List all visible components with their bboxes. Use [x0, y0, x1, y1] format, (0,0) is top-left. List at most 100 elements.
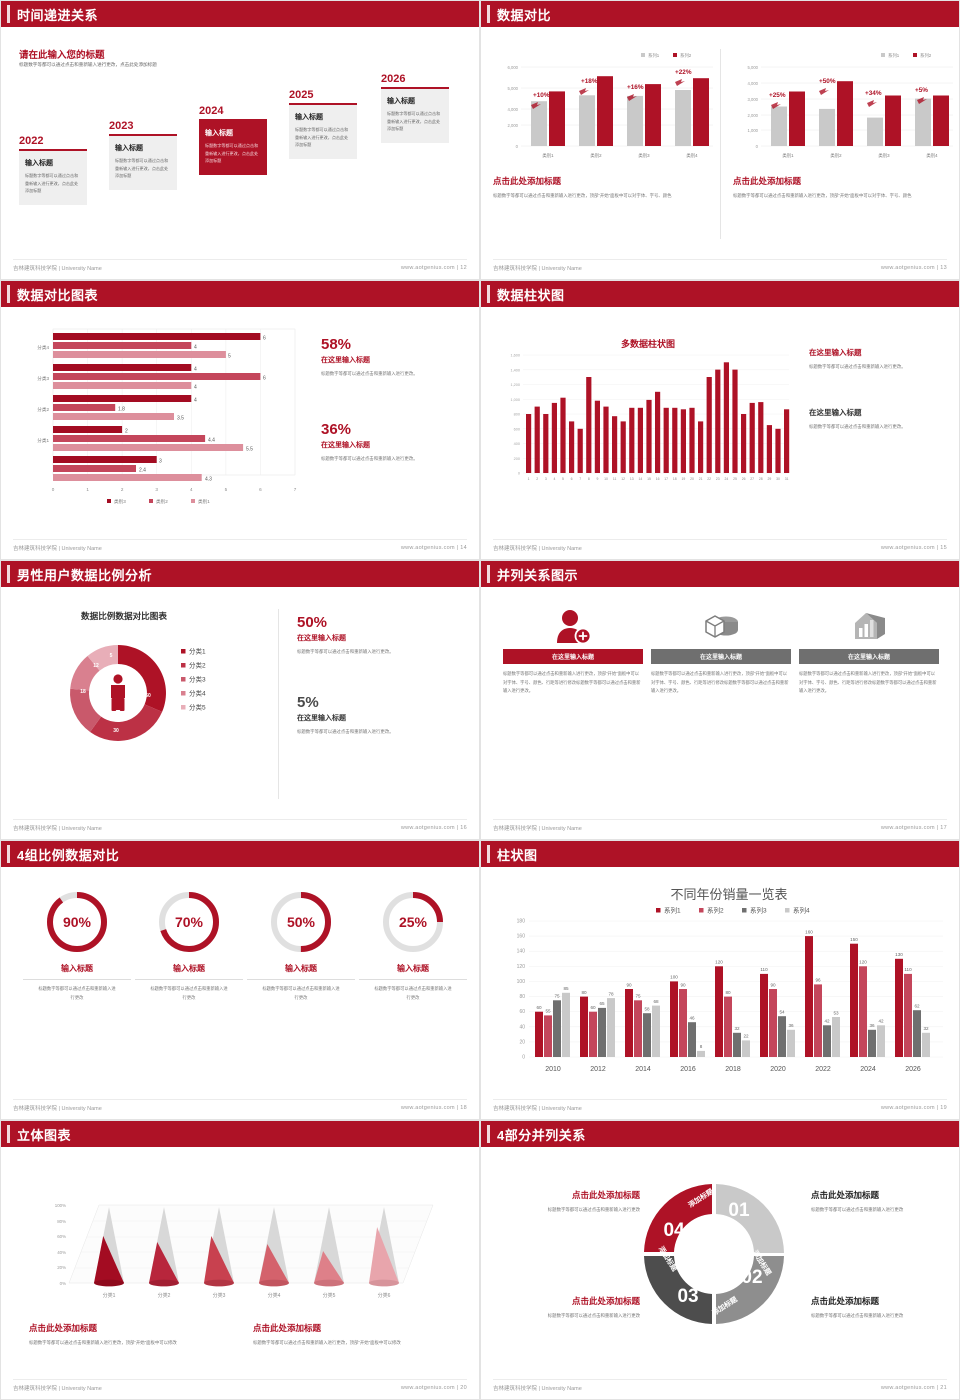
stat-body: 标题数字等都可以通过点击和重新输入进行更改。 — [297, 729, 394, 734]
footer-page: www.aotgenius.com | 19 — [880, 1105, 947, 1111]
slide-cone-3d[interactable]: 立体图表 100% 80% 60% 40% 20% 0% — [0, 1120, 480, 1400]
gauge-group-4[interactable]: 25% 输入标题 标题数字等都可以通过点击和重新输入进行更改 — [359, 887, 467, 1002]
slide-parallel-3[interactable]: 并列关系图示 在这里输入标题 标题数字等都可以通过点击和重新输入进行更改，顶部“… — [480, 560, 960, 840]
gauge-label: 输入标题 — [247, 963, 355, 980]
svg-text:21: 21 — [699, 477, 703, 481]
svg-text:4: 4 — [194, 385, 197, 391]
timeline-year: 2025 — [289, 89, 314, 101]
stat-pct: 58% — [321, 336, 352, 353]
timeline-card[interactable]: 输入标题 标题数字等都可以通过点击和重新输入进行更改，点击此处添加标题 — [19, 149, 87, 205]
timeline-card-body: 标题数字等都可以通过点击和重新输入进行更改，点击此处添加标题 — [115, 158, 169, 179]
footer-page: www.aotgenius.com | 15 — [880, 545, 947, 551]
svg-text:28: 28 — [759, 477, 763, 481]
svg-text:800: 800 — [514, 413, 520, 417]
svg-text:04: 04 — [663, 1220, 685, 1241]
parallel-bar-label[interactable]: 在这里输入标题 — [799, 649, 939, 664]
slide-data-compare[interactable]: 数据对比 系列1 系列2 6,000 5 — [480, 0, 960, 280]
ring-sector-01 — [716, 1184, 784, 1253]
ring-text-heading: 点击此处添加标题 — [811, 1296, 880, 1306]
timeline-card-body: 标题数字等都可以通过点击和重新输入进行更改，点击此处添加标题 — [205, 143, 259, 164]
slide-header: 时间递进关系 — [1, 1, 479, 27]
svg-text:类别4: 类别4 — [926, 152, 938, 159]
parallel-column-2[interactable]: 在这里输入标题 标题数字等都可以通过点击和重新输入进行更改，顶部“开始”面板中可… — [651, 605, 791, 696]
footer-org: 吉林建筑科技学院 | University Name — [13, 1386, 102, 1392]
timeline-item-2022[interactable]: 2022 输入标题 标题数字等都可以通过点击和重新输入进行更改，点击此处添加标题 — [19, 135, 87, 205]
svg-text:3: 3 — [155, 487, 158, 492]
footer-page: www.aotgenius.com | 17 — [880, 825, 947, 831]
parallel-body: 标题数字等都可以通过点击和重新输入进行更改，顶部“开始”面板中可以对字体、字号、… — [503, 671, 641, 694]
svg-text:类别2: 类别2 — [590, 152, 602, 159]
slide-timeline[interactable]: 时间递进关系 请在此输入您的标题 标题数字等都可以通过点击和重新输入进行更改，点… — [0, 0, 480, 280]
svg-text:5.5: 5.5 — [246, 447, 253, 453]
svg-text:6: 6 — [259, 487, 262, 492]
gauge-value: 50% — [287, 914, 316, 930]
svg-text:14: 14 — [639, 477, 643, 481]
svg-text:32: 32 — [734, 1026, 740, 1031]
footer-org: 吉林建筑科技学院 | University Name — [493, 266, 582, 272]
svg-text:1,600: 1,600 — [510, 354, 520, 358]
stat-pct: 5% — [297, 694, 319, 711]
svg-text:3: 3 — [545, 477, 547, 481]
svg-text:13: 13 — [630, 477, 634, 481]
gauge-group-3[interactable]: 50% 输入标题 标题数字等都可以通过点击和重新输入进行更改 — [247, 887, 355, 1002]
svg-text:90: 90 — [680, 982, 686, 987]
stat-body: 标题数字等都可以通过点击和重新输入进行更改，顶部“开始”面板中可以修改 — [253, 1340, 401, 1345]
stat-heading: 在这里输入标题 — [321, 357, 370, 364]
svg-text:类别4: 类别4 — [686, 152, 698, 159]
svg-text:1.8: 1.8 — [118, 407, 125, 413]
svg-text:2014: 2014 — [635, 1066, 651, 1073]
parallel-bar-label[interactable]: 在这里输入标题 — [503, 649, 643, 664]
svg-text:系列4: 系列4 — [793, 906, 810, 915]
footer-page: www.aotgenius.com | 14 — [400, 545, 467, 551]
slide-column-chart[interactable]: 数据柱状图 多数据柱状图 1,600 1,400 1,200 1,000 800 6 0 — [480, 280, 960, 560]
svg-text:+34%: +34% — [865, 90, 882, 97]
svg-text:01: 01 — [728, 1200, 750, 1221]
parallel-column-1[interactable]: 在这里输入标题 标题数字等都可以通过点击和重新输入进行更改，顶部“开始”面板中可… — [503, 605, 643, 696]
timeline-item-2024[interactable]: 2024 输入标题 标题数字等都可以通过点击和重新输入进行更改，点击此处添加标题 — [199, 105, 267, 175]
svg-text:6: 6 — [571, 477, 573, 481]
gauge-ring-70: 70% — [159, 892, 219, 952]
stat-body: 标题数字等都可以通过点击和重新输入进行更改。 — [297, 649, 394, 654]
svg-text:75: 75 — [635, 994, 641, 999]
gauge-group-2[interactable]: 70% 输入标题 标题数字等都可以通过点击和重新输入进行更改 — [135, 887, 243, 1002]
parallel-column-3[interactable]: 在这里输入标题 标题数字等都可以通过点击和重新输入进行更改，顶部“开始”面板中可… — [799, 605, 939, 696]
timeline-item-2026[interactable]: 2026 输入标题 标题数字等都可以通过点击和重新输入进行更改，点击此处添加标题 — [381, 73, 449, 143]
slide-title: 柱状图 — [497, 847, 538, 863]
svg-text:4: 4 — [553, 477, 555, 481]
lead-title: 请在此输入您的标题 — [19, 50, 105, 61]
timeline-item-2023[interactable]: 2023 输入标题 标题数字等都可以通过点击和重新输入进行更改，点击此处添加标题 — [109, 120, 177, 190]
footer-org: 吉林建筑科技学院 | University Name — [493, 1106, 582, 1112]
slide-bar-compare-chart[interactable]: 数据对比图表 6 4 5 4 6 4 — [0, 280, 480, 560]
timeline-card[interactable]: 输入标题 标题数字等都可以通过点击和重新输入进行更改，点击此处添加标题 — [199, 119, 267, 175]
svg-text:400: 400 — [514, 442, 520, 446]
svg-text:18: 18 — [80, 689, 86, 695]
slide-parallel-4-ring[interactable]: 4部分并列关系 01 02 03 04 — [480, 1120, 960, 1400]
svg-text:分类3: 分类3 — [37, 375, 49, 382]
svg-text:+10%: +10% — [533, 92, 550, 99]
svg-text:5,000: 5,000 — [508, 86, 519, 91]
timeline-year: 2023 — [109, 120, 134, 132]
svg-text:16: 16 — [656, 477, 660, 481]
cone-2 — [149, 1207, 179, 1287]
svg-text:58: 58 — [644, 1007, 650, 1012]
svg-text:分类5: 分类5 — [189, 703, 206, 712]
gauge-group-1[interactable]: 90% 输入标题 标题数字等都可以通过点击和重新输入进行更改 — [23, 887, 131, 1002]
svg-text:36: 36 — [788, 1023, 794, 1028]
parallel-bar-label[interactable]: 在这里输入标题 — [651, 649, 791, 664]
timeline-card[interactable]: 输入标题 标题数字等都可以通过点击和重新输入进行更改，点击此处添加标题 — [109, 134, 177, 190]
svg-text:80: 80 — [725, 990, 731, 995]
timeline-card[interactable]: 输入标题 标题数字等都可以通过点击和重新输入进行更改，点击此处添加标题 — [381, 87, 449, 143]
svg-text:160: 160 — [805, 929, 813, 934]
slide-ratio-4[interactable]: 4组比例数据对比 90% 输入标题 标题数字等都可以通过点击和重新输入进行更改 — [0, 840, 480, 1120]
slide-male-ratio[interactable]: 男性用户数据比例分析 数据比例数据对比图表 — [0, 560, 480, 840]
svg-text:40%: 40% — [57, 1250, 66, 1255]
svg-text:7: 7 — [579, 477, 581, 481]
timeline-card[interactable]: 输入标题 标题数字等都可以通过点击和重新输入进行更改，点击此处添加标题 — [289, 103, 357, 159]
timeline-year: 2022 — [19, 135, 44, 147]
svg-text:分类1: 分类1 — [189, 647, 206, 656]
ring-text-body: 标题数字等都可以通过点击和重新输入进行更改 — [547, 1313, 640, 1318]
slide-column-years[interactable]: 柱状图 不同年份销量一览表 系列1 系列2 系列3 系列4 — [480, 840, 960, 1120]
cone-4 — [259, 1207, 289, 1287]
svg-text:系列2: 系列2 — [707, 906, 724, 915]
timeline-item-2025[interactable]: 2025 输入标题 标题数字等都可以通过点击和重新输入进行更改，点击此处添加标题 — [289, 89, 357, 159]
